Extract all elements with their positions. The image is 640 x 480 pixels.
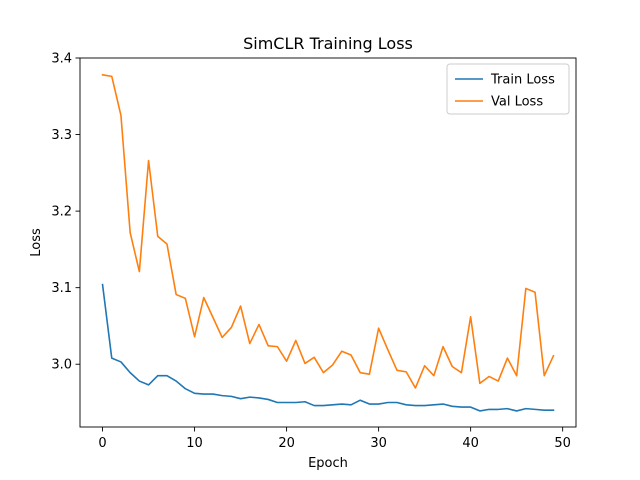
x-tick-label: 50 — [554, 436, 571, 451]
y-tick-label: 3.0 — [51, 358, 72, 373]
y-tick-label: 3.4 — [51, 52, 72, 67]
x-tick-label: 10 — [186, 436, 203, 451]
series-layer — [101, 73, 555, 412]
x-tick-label: 20 — [278, 436, 295, 451]
x-tick-label: 40 — [462, 436, 479, 451]
x-tick-label: 30 — [370, 436, 387, 451]
series-line-train-loss — [101, 283, 555, 412]
y-tick-label: 3.1 — [51, 281, 72, 296]
y-tick-label: 3.2 — [51, 205, 72, 220]
legend-label-val-loss: Val Loss — [491, 95, 543, 110]
x-axis-label: Epoch — [308, 456, 348, 471]
plot-frame — [79, 57, 577, 428]
y-axis-label: Loss — [29, 228, 44, 257]
chart-title: SimCLR Training Loss — [243, 34, 413, 53]
x-tick-label: 0 — [98, 436, 106, 451]
legend-label-train-loss: Train Loss — [490, 73, 555, 88]
axes-layer: 0 10 20 30 40 50 3.0 3.1 3.2 3.3 3.4 — [51, 52, 577, 451]
y-tick-label: 3.3 — [51, 128, 72, 143]
plot-area — [80, 58, 576, 427]
legend: Train Loss Val Loss — [446, 63, 570, 115]
series-line-val-loss — [101, 73, 555, 389]
